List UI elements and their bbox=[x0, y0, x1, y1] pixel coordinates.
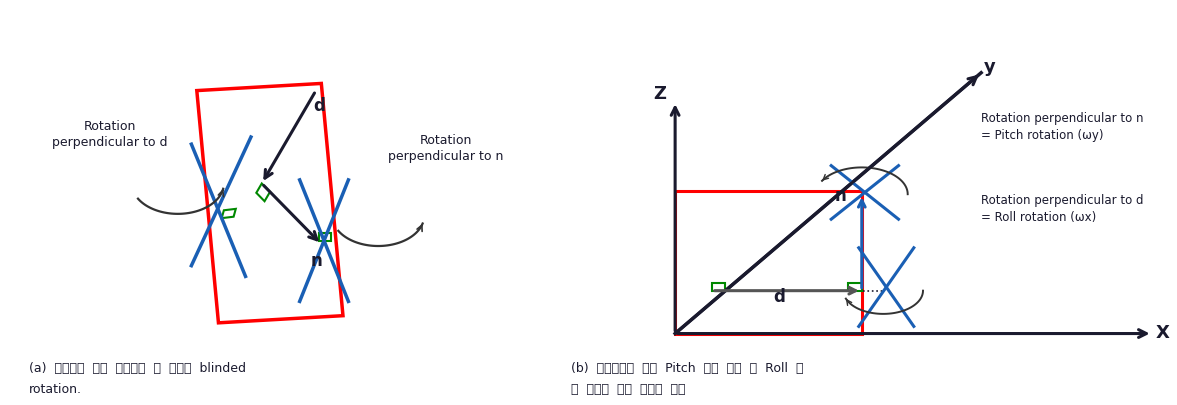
Text: d: d bbox=[773, 288, 785, 306]
Text: X: X bbox=[1156, 323, 1170, 341]
Text: d: d bbox=[313, 97, 325, 115]
Text: Rotation perpendicular to n
= Pitch rotation (ωy): Rotation perpendicular to n = Pitch rota… bbox=[982, 112, 1144, 142]
Text: n: n bbox=[311, 252, 322, 270]
Text: y: y bbox=[984, 58, 996, 76]
Text: 향  회전을  찾지  못하는  예시: 향 회전을 찾지 못하는 예시 bbox=[571, 382, 685, 395]
Text: Rotation perpendicular to d
= Roll rotation (ωx): Rotation perpendicular to d = Roll rotat… bbox=[982, 194, 1144, 224]
Text: Rotation
perpendicular to n: Rotation perpendicular to n bbox=[388, 134, 504, 163]
Text: Z: Z bbox=[653, 85, 666, 102]
Text: (b)  특이점으로  인해  Pitch  방향  회전  및  Roll  방: (b) 특이점으로 인해 Pitch 방향 회전 및 Roll 방 bbox=[571, 361, 804, 374]
Text: n: n bbox=[834, 186, 846, 204]
Text: rotation.: rotation. bbox=[29, 382, 82, 395]
Text: (a)  특이점의  경우  발생하는  두  방향의  blinded: (a) 특이점의 경우 발생하는 두 방향의 blinded bbox=[29, 361, 246, 374]
Text: Rotation
perpendicular to d: Rotation perpendicular to d bbox=[53, 119, 168, 149]
